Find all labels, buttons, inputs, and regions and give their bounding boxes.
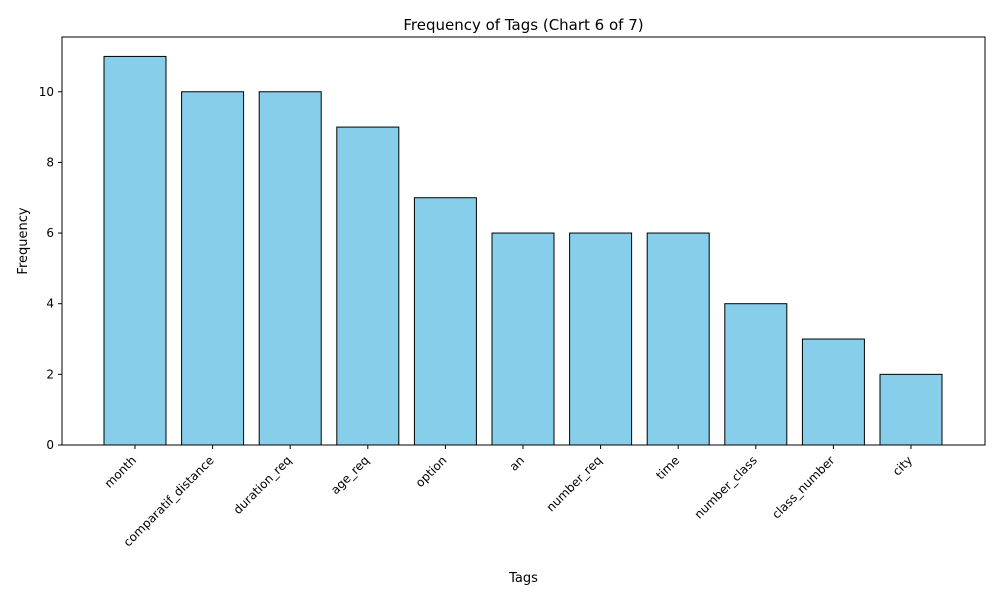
y-axis: 0 2 4 6 8 10 (39, 85, 62, 452)
bar-option (413, 197, 477, 446)
y-tick-label: 8 (46, 155, 54, 169)
x-tick-label: month (102, 453, 139, 490)
x-tick-label: comparatif_distance (121, 453, 217, 549)
x-tick-label: age_req (328, 453, 372, 497)
y-tick-label: 2 (46, 367, 54, 381)
bar-number_req (569, 232, 633, 446)
y-tick-label: 6 (46, 226, 54, 240)
bar-time (646, 232, 710, 446)
y-axis-label: Frequency (16, 207, 31, 274)
x-tick-label: class_number (769, 453, 837, 521)
bar-an (491, 232, 555, 446)
bar-class_number (801, 338, 865, 446)
bars-group (103, 55, 943, 446)
x-tick-label: an (507, 453, 527, 473)
y-tick-label: 0 (46, 438, 54, 452)
x-tick-label: time (653, 453, 682, 482)
bar-age_req (336, 126, 400, 446)
bar-number_class (724, 303, 788, 446)
x-axis-label: Tags (508, 571, 538, 586)
bar-duration_req (258, 91, 322, 446)
x-tick-label: number_req (544, 453, 605, 514)
x-tick-label: duration_req (231, 453, 295, 517)
x-tick-label: number_class (692, 453, 760, 521)
y-tick-label: 4 (46, 297, 54, 311)
x-tick-label: city (890, 453, 915, 478)
chart-title: Frequency of Tags (Chart 6 of 7) (403, 16, 643, 34)
bar-month (103, 55, 167, 446)
bar-comparatif_distance (181, 91, 245, 446)
plot-frame (61, 36, 986, 446)
bar-city (879, 373, 943, 446)
x-tick-label: option (413, 453, 450, 490)
y-tick-label: 10 (39, 85, 54, 99)
